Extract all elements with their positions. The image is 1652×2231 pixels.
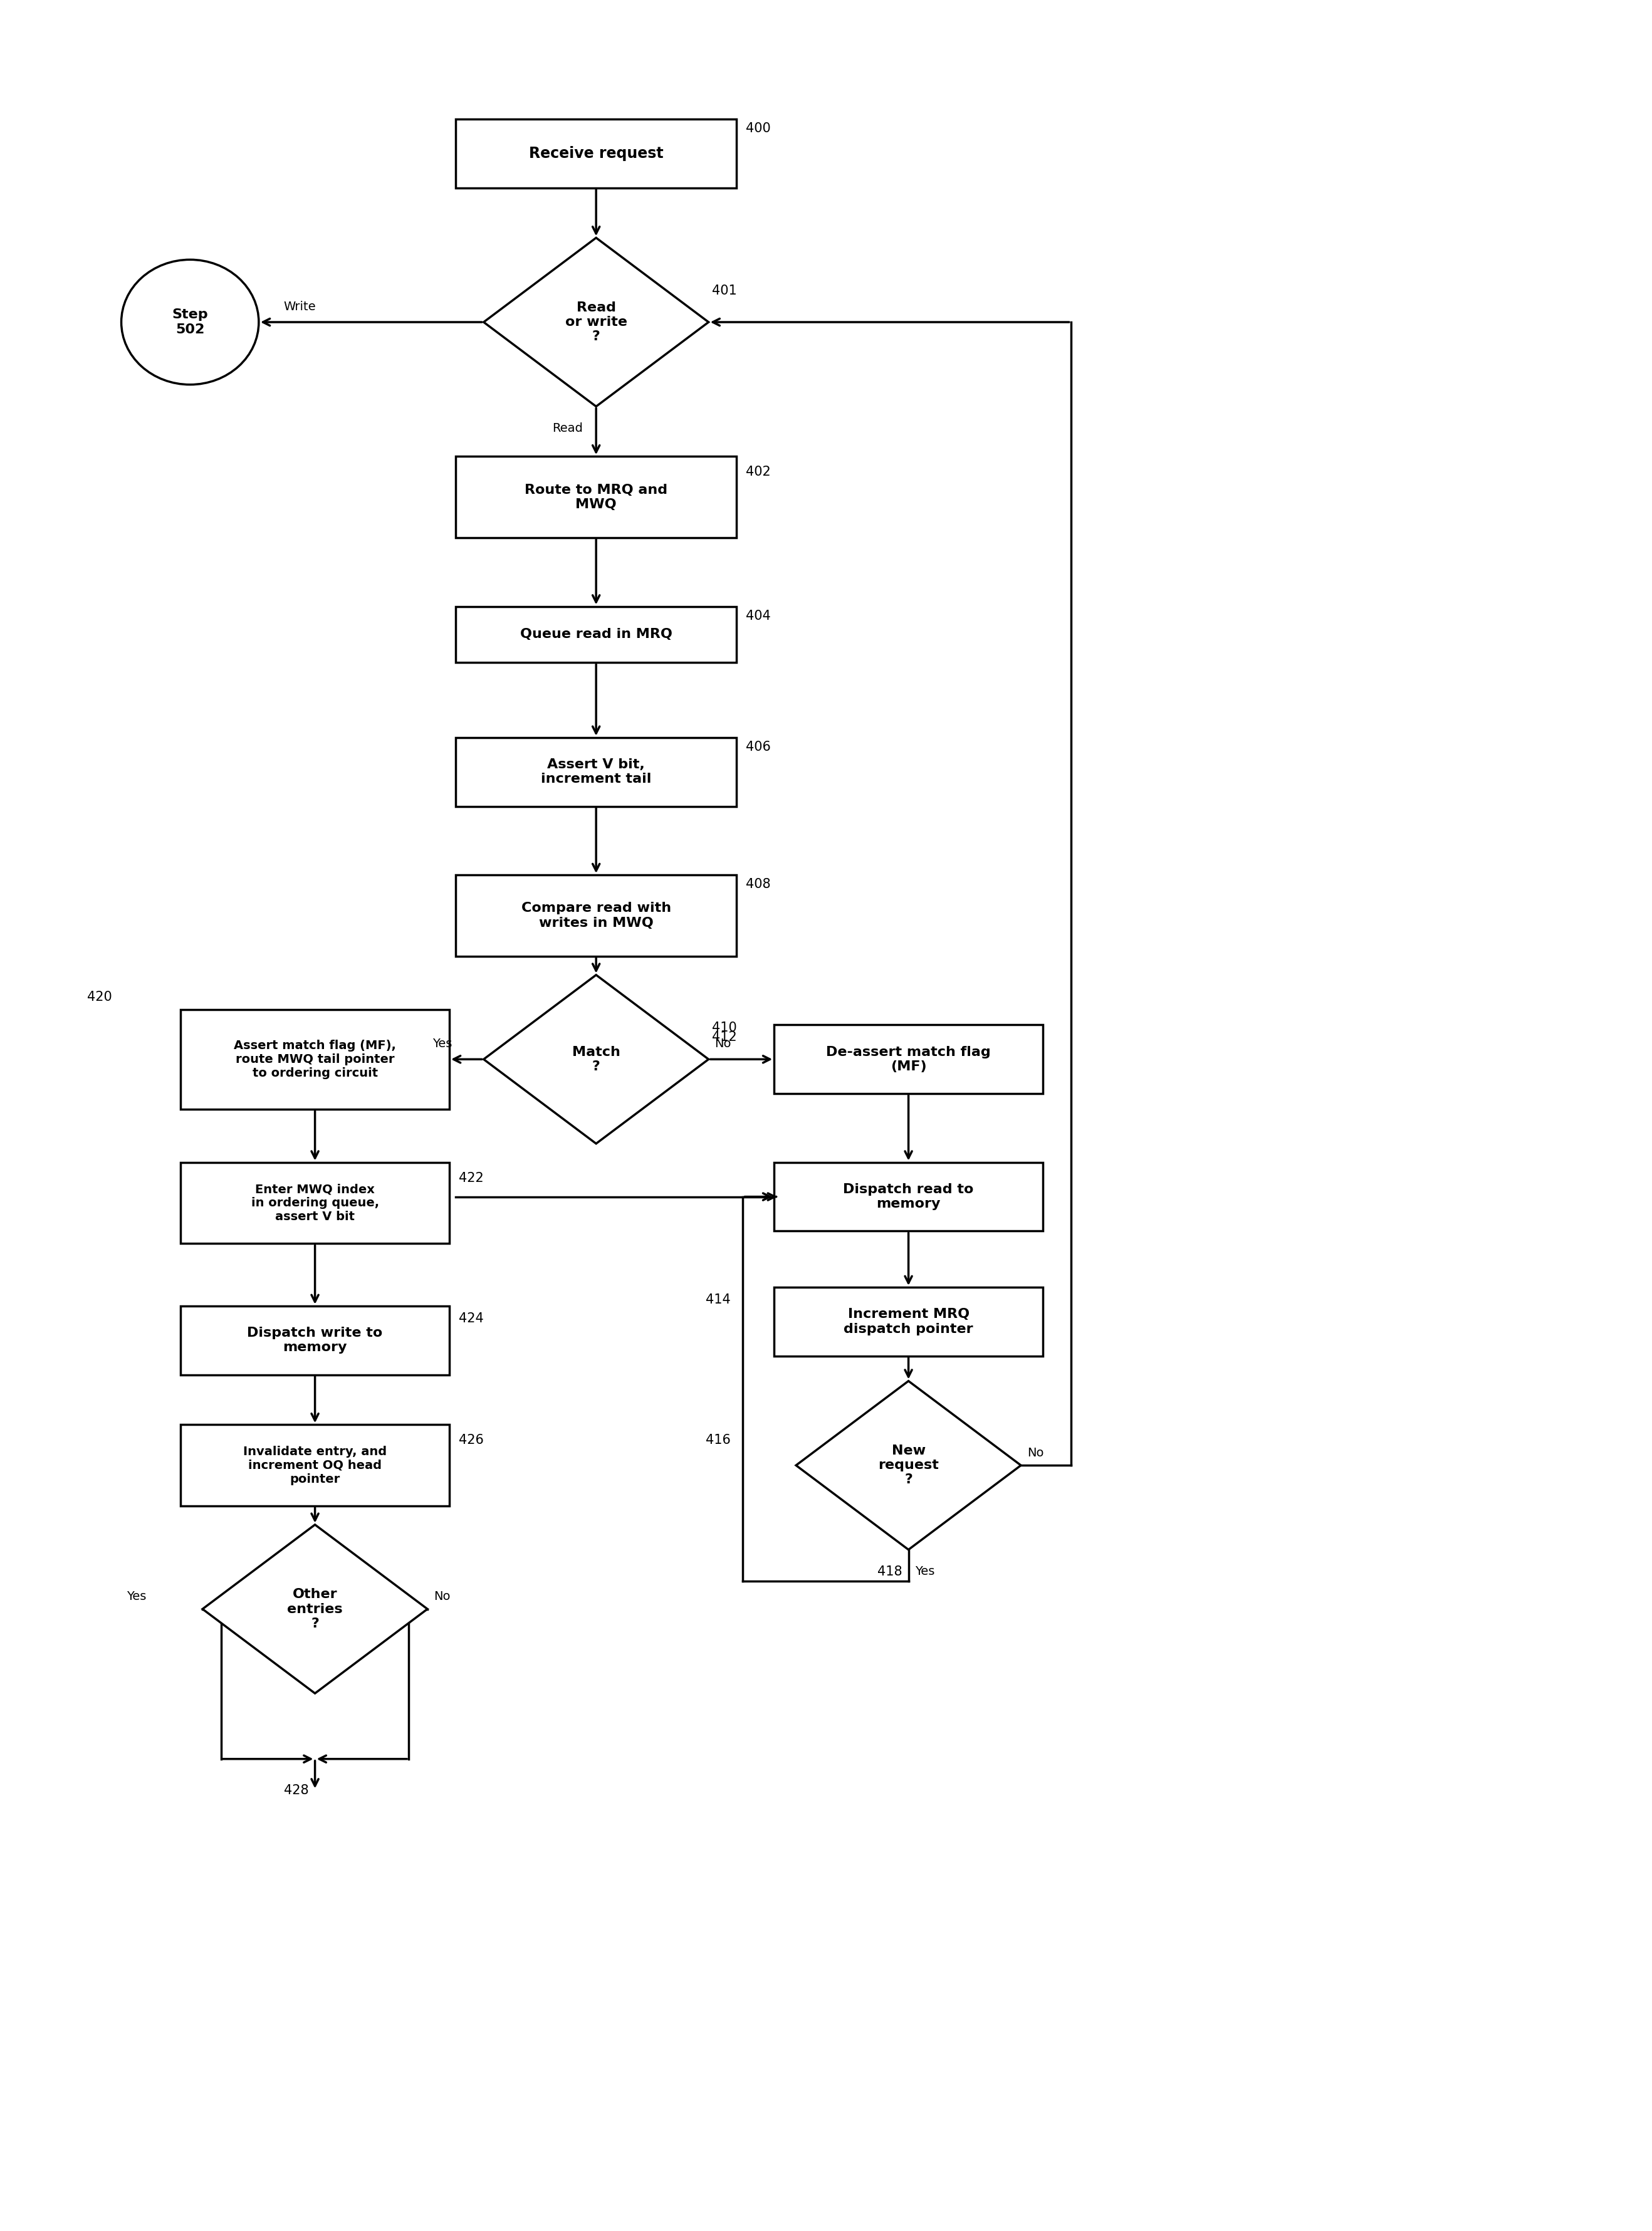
FancyBboxPatch shape xyxy=(456,875,737,957)
Text: No: No xyxy=(1028,1448,1044,1459)
Text: Step
502: Step 502 xyxy=(172,308,208,335)
Text: Dispatch read to
memory: Dispatch read to memory xyxy=(843,1182,973,1209)
Text: Yes: Yes xyxy=(433,1037,453,1049)
Text: Increment MRQ
dispatch pointer: Increment MRQ dispatch pointer xyxy=(844,1307,973,1334)
FancyBboxPatch shape xyxy=(775,1162,1042,1232)
FancyBboxPatch shape xyxy=(775,1287,1042,1356)
Text: De-assert match flag
(MF): De-assert match flag (MF) xyxy=(826,1046,991,1073)
Text: 422: 422 xyxy=(459,1171,484,1185)
Text: Enter MWQ index
in ordering queue,
assert V bit: Enter MWQ index in ordering queue, asser… xyxy=(251,1182,378,1223)
FancyBboxPatch shape xyxy=(456,118,737,187)
Text: 424: 424 xyxy=(459,1312,484,1325)
Text: Read: Read xyxy=(552,422,583,435)
FancyBboxPatch shape xyxy=(456,607,737,663)
Text: 404: 404 xyxy=(747,609,771,622)
Text: New
request
?: New request ? xyxy=(879,1443,938,1486)
Text: Read
or write
?: Read or write ? xyxy=(565,301,628,344)
Text: Queue read in MRQ: Queue read in MRQ xyxy=(520,629,672,640)
Text: Dispatch write to
memory: Dispatch write to memory xyxy=(248,1327,383,1354)
Polygon shape xyxy=(484,239,709,406)
Text: 426: 426 xyxy=(459,1435,484,1446)
Text: Route to MRQ and
MWQ: Route to MRQ and MWQ xyxy=(525,484,667,511)
Text: Match
?: Match ? xyxy=(572,1046,620,1073)
Text: 428: 428 xyxy=(284,1785,309,1796)
Ellipse shape xyxy=(121,259,259,384)
Polygon shape xyxy=(203,1524,428,1693)
Text: 420: 420 xyxy=(88,991,112,1004)
Text: 400: 400 xyxy=(747,123,771,134)
Text: 412: 412 xyxy=(712,1031,737,1044)
Text: Assert V bit,
increment tail: Assert V bit, increment tail xyxy=(540,759,651,785)
Text: Compare read with
writes in MWQ: Compare read with writes in MWQ xyxy=(520,901,671,928)
Text: 416: 416 xyxy=(705,1435,730,1446)
FancyBboxPatch shape xyxy=(180,1162,449,1243)
FancyBboxPatch shape xyxy=(180,1008,449,1109)
Text: No: No xyxy=(715,1037,732,1049)
Text: Other
entries
?: Other entries ? xyxy=(287,1588,342,1631)
Polygon shape xyxy=(484,975,709,1145)
Text: Yes: Yes xyxy=(127,1591,147,1602)
Text: 401: 401 xyxy=(712,286,737,297)
FancyBboxPatch shape xyxy=(456,738,737,805)
Text: Yes: Yes xyxy=(915,1566,935,1577)
Text: 402: 402 xyxy=(747,466,771,477)
Text: 410: 410 xyxy=(712,1022,737,1035)
Text: Assert match flag (MF),
route MWQ tail pointer
to ordering circuit: Assert match flag (MF), route MWQ tail p… xyxy=(235,1040,396,1080)
Text: 418: 418 xyxy=(877,1566,902,1577)
FancyBboxPatch shape xyxy=(180,1305,449,1374)
Text: Receive request: Receive request xyxy=(529,145,664,161)
FancyBboxPatch shape xyxy=(456,457,737,538)
Text: Write: Write xyxy=(284,301,316,312)
Text: 408: 408 xyxy=(747,879,771,890)
Polygon shape xyxy=(796,1381,1021,1551)
Text: 414: 414 xyxy=(705,1294,730,1305)
Text: No: No xyxy=(434,1591,451,1602)
FancyBboxPatch shape xyxy=(180,1426,449,1506)
Text: Invalidate entry, and
increment OQ head
pointer: Invalidate entry, and increment OQ head … xyxy=(243,1446,387,1486)
FancyBboxPatch shape xyxy=(775,1024,1042,1093)
Text: 406: 406 xyxy=(747,741,771,754)
